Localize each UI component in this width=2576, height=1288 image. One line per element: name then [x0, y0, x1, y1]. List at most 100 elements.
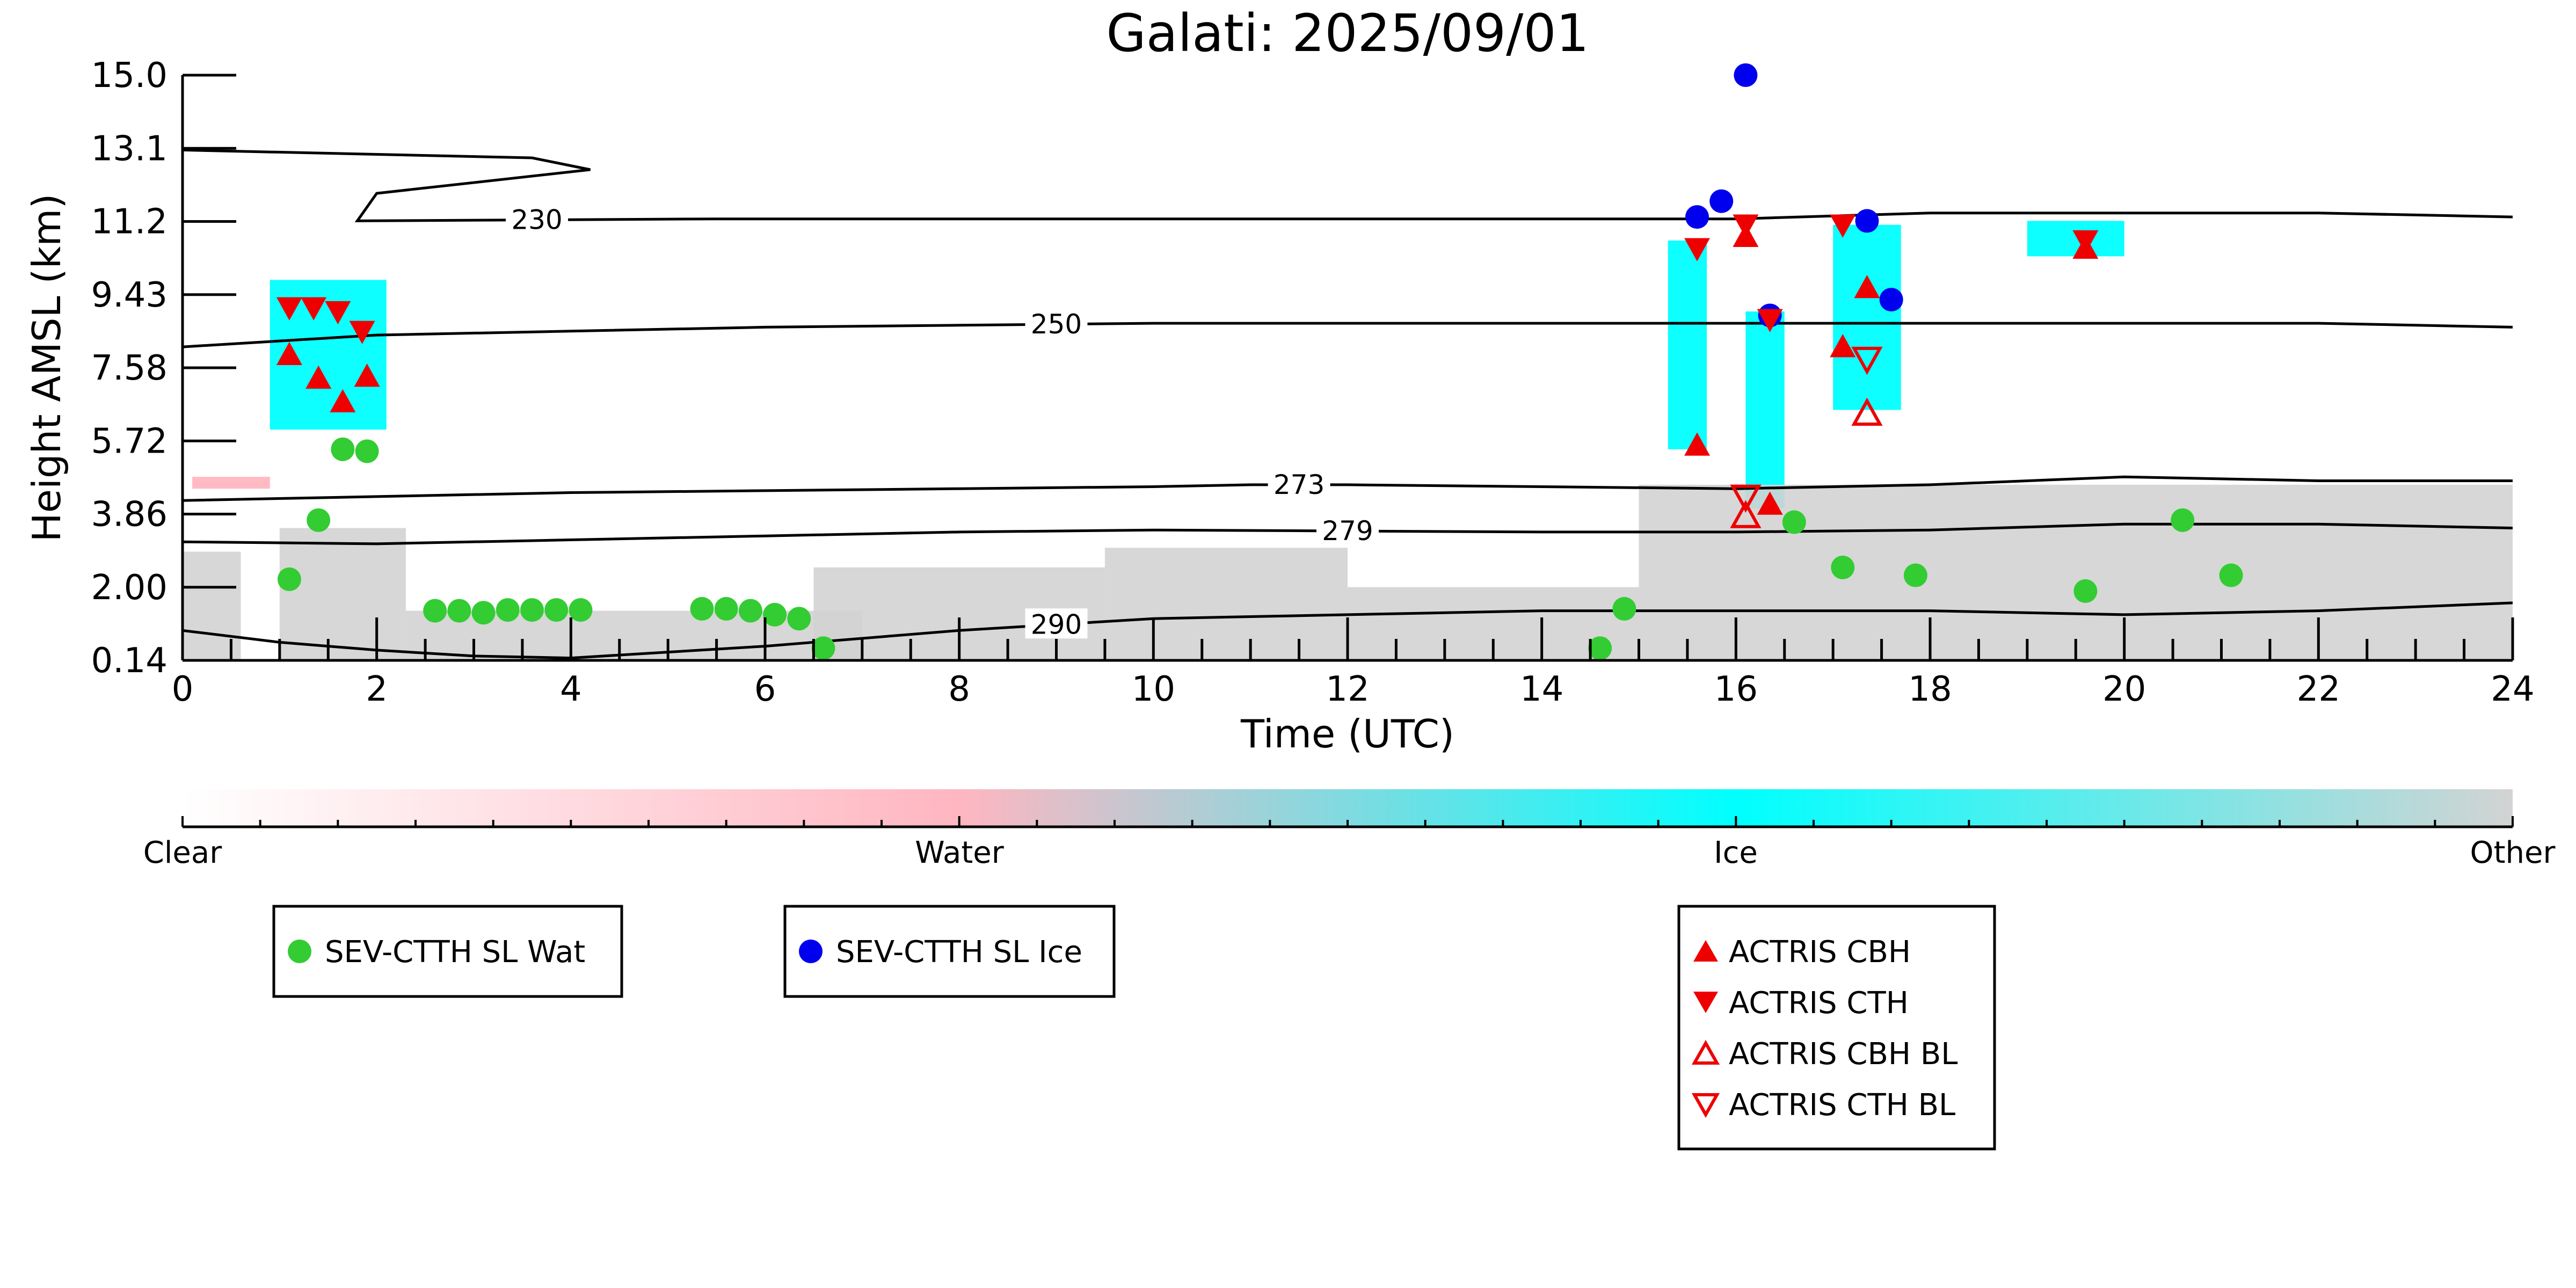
actris-cbh-marker: [1854, 275, 1880, 299]
cloud-region-ice-4: [2027, 221, 2124, 257]
sev-ctth-sl-wat-marker: [714, 596, 738, 621]
legend-actris: ACTRIS CBH ACTRIS CTH ACTRIS CBH BL ACTR…: [1677, 905, 1996, 1151]
contour-label-273: 273: [1274, 469, 1325, 500]
sev-ctth-sl-wat-marker: [1831, 555, 1855, 579]
x-tick-label-8: 8: [948, 670, 970, 709]
y-tick-label-5-72: 5.72: [91, 421, 168, 461]
sev-ctth-sl-wat-marker: [447, 599, 471, 623]
x-tick-label-4: 4: [560, 670, 582, 709]
chart-title: Galati: 2025/09/01: [1106, 3, 1589, 63]
contour-label-bg-290: [1025, 608, 1088, 639]
sev-ctth-sl-ice-marker: [1734, 63, 1758, 87]
x-axis-label: Time (UTC): [1240, 711, 1454, 756]
colorbar-ticks: [181, 816, 2514, 827]
contour-label-bg-250: [1025, 308, 1088, 338]
sev-ctth-sl-wat-marker: [1782, 510, 1806, 534]
sev-ctth-sl-wat-marker: [811, 636, 835, 660]
x-tick-label-16: 16: [1714, 670, 1758, 709]
x-tick-label-10: 10: [1132, 670, 1175, 709]
contour-line-230: [183, 148, 2513, 222]
cloud-region-water-12: [192, 477, 270, 489]
actris-cth-marker: [301, 297, 327, 321]
marker-layer: [276, 63, 2243, 660]
actris-cbh-marker: [305, 365, 332, 389]
sev-ctth-sl-wat-marker: [2219, 563, 2243, 587]
colorbar-label-other: Other: [2470, 835, 2556, 870]
colorbar: Clear Water Ice Other: [143, 789, 2556, 870]
x-tick-label-0: 0: [172, 670, 194, 709]
cloud-mask-layer: [183, 221, 2513, 660]
y-tick-label-7-58: 7.58: [91, 348, 168, 388]
sev-ctth-sl-wat-marker: [307, 508, 331, 532]
colorbar-label-clear: Clear: [143, 835, 222, 870]
sev-ctth-sl-wat-marker: [520, 598, 544, 622]
actris-cth-marker: [1684, 238, 1710, 261]
sev-ctth-sl-wat-marker: [787, 607, 811, 631]
x-tick-label-12: 12: [1326, 670, 1369, 709]
cloud-region-other-9: [1104, 548, 1348, 660]
sev-ctth-sl-wat-marker: [738, 599, 762, 623]
y-tick-label-2-00: 2.00: [91, 568, 168, 608]
legend-marker-sev-ice: [799, 940, 823, 963]
sev-ctth-sl-wat-marker: [423, 599, 447, 623]
y-tick-label-3-86: 3.86: [91, 495, 168, 535]
sev-ctth-sl-ice-marker: [1879, 288, 1903, 312]
actris-cth-marker: [2072, 230, 2099, 254]
colorbar-label-ice: Ice: [1714, 835, 1758, 870]
actris-cth-marker: [276, 297, 302, 321]
actris-cbh-marker: [354, 363, 380, 387]
legend-box: [272, 905, 623, 998]
actris-cth-bl-marker: [1851, 346, 1883, 375]
legend-box: [1677, 905, 1996, 1151]
legend-marker-actris-cbh-bl: [1691, 1039, 1720, 1065]
x-tick-label-6: 6: [754, 670, 776, 709]
cloud-region-other-11: [1639, 484, 2513, 660]
y-tick-label-15-0: 15.0: [91, 56, 168, 96]
x-tick-label-2: 2: [366, 670, 388, 709]
cloud-region-ice-2: [1745, 311, 1785, 508]
legend-sev-ice: SEV-CTTH SL Ice: [783, 905, 1116, 998]
actris-cbh-marker: [1757, 491, 1783, 515]
contour-label-bg-279: [1316, 515, 1379, 545]
sev-ctth-sl-wat-marker: [331, 437, 355, 461]
cloud-region-ice-1: [1668, 241, 1707, 449]
legend-sev-water: SEV-CTTH SL Wat: [272, 905, 623, 998]
x-tick-label-20: 20: [2102, 670, 2146, 709]
colorbar-label-water: Water: [915, 835, 1005, 870]
actris-cth-marker: [1757, 309, 1783, 332]
legend-marker-actris-cth-bl: [1691, 1093, 1720, 1118]
actris-cbh-marker: [1830, 334, 1856, 358]
actris-cth-marker: [325, 301, 351, 325]
legend-label-sev-ice: SEV-CTTH SL Ice: [836, 935, 1082, 970]
actris-cbh-bl-marker: [1730, 500, 1762, 528]
contour-label-290: 290: [1031, 609, 1082, 640]
contour-label-230: 230: [511, 205, 562, 236]
contour-label-279: 279: [1322, 515, 1373, 547]
sev-ctth-sl-wat-marker: [2171, 508, 2195, 532]
y-tick-label-11-2: 11.2: [91, 202, 168, 242]
sev-ctth-sl-wat-marker: [496, 598, 520, 622]
actris-cbh-marker: [330, 389, 356, 413]
temperature-contour-layer: 230 250 273 279 290: [183, 148, 2513, 660]
actris-cth-bl-marker: [1730, 484, 1762, 513]
sev-ctth-sl-wat-marker: [690, 596, 714, 621]
legend-label-sev-water: SEV-CTTH SL Wat: [325, 935, 585, 970]
x-tick-label-18: 18: [1908, 670, 1952, 709]
actris-cbh-marker: [1684, 432, 1710, 456]
legend-marker-actris-cbh: [1693, 940, 1718, 962]
actris-cbh-marker: [276, 341, 302, 365]
sev-ctth-sl-wat-marker: [471, 601, 496, 625]
x-tick-label-24: 24: [2491, 670, 2534, 709]
actris-cbh-bl-marker: [1851, 397, 1883, 426]
actris-cth-marker: [349, 321, 375, 344]
sev-ctth-sl-ice-marker: [1855, 209, 1879, 233]
contour-label-bg-230: [506, 203, 569, 234]
legend-label-actris-cbh: ACTRIS CBH: [1729, 935, 1911, 970]
y-tick-label-9-43: 9.43: [91, 275, 168, 315]
legend-label-actris-cth: ACTRIS CTH: [1729, 986, 1909, 1021]
sev-ctth-sl-wat-marker: [763, 602, 787, 627]
sev-ctth-sl-wat-marker: [1612, 596, 1636, 621]
y-axis-label: Height AMSL (km): [24, 194, 69, 542]
